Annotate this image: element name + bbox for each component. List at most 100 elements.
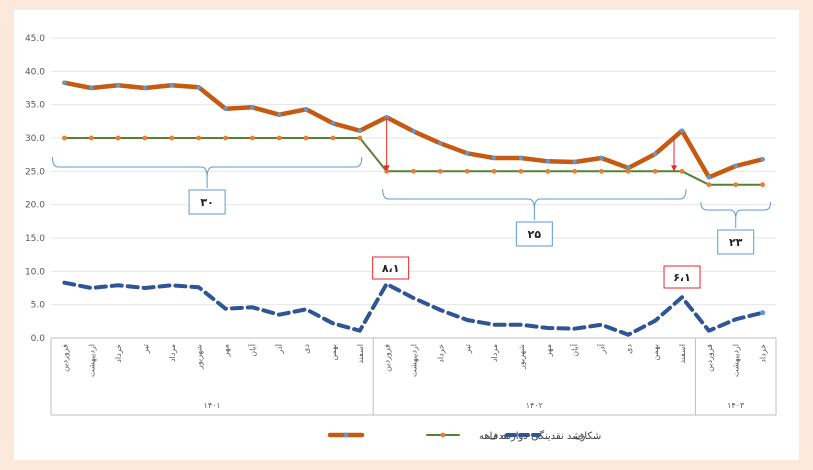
series-point-0 bbox=[411, 129, 416, 134]
x-tick-label: تیر bbox=[141, 344, 150, 354]
y-tick-label: 40.0 bbox=[25, 67, 45, 77]
series-point-0 bbox=[330, 121, 336, 126]
x-tick-label: آبان bbox=[247, 343, 257, 357]
series-point-1 bbox=[115, 135, 121, 141]
series-line-1 bbox=[63, 137, 764, 186]
series-point-0 bbox=[196, 85, 201, 90]
series-point-1 bbox=[196, 135, 202, 141]
annotations: ۳۰ ۲۵ ۲۳ ۸،۱ ۶،۱ bbox=[51, 117, 772, 289]
series-point-1 bbox=[733, 182, 739, 188]
x-tick-label: بهمن bbox=[651, 344, 660, 361]
gap-end-label-box bbox=[663, 265, 701, 289]
x-tick-label: اسفند bbox=[356, 344, 365, 364]
x-tick-label: فروردین bbox=[60, 344, 69, 372]
x-tick-label: شهریور bbox=[517, 344, 526, 370]
series-point-0 bbox=[303, 107, 309, 112]
line-chart: 0.0 5.0 10.0 15.0 20.0 25.0 30.0 35.0 40.0 45.0 ف… bbox=[25, 34, 777, 442]
series-point-1 bbox=[545, 168, 551, 174]
year-label: ۱۴۰۱ bbox=[204, 401, 221, 410]
x-tick-label: دی bbox=[624, 344, 633, 354]
series-point-0 bbox=[89, 85, 94, 91]
series-point-1 bbox=[142, 135, 148, 141]
x-tick-label: فروردین bbox=[383, 344, 392, 372]
series-point-1 bbox=[303, 135, 309, 141]
x-tick-label: مهر bbox=[544, 344, 553, 357]
x-tick-label: خرداد bbox=[759, 344, 768, 363]
legend-label-2: شکاف bbox=[574, 431, 601, 442]
legend-label-1: هدف bbox=[488, 431, 509, 442]
series-point-1 bbox=[276, 135, 282, 141]
y-tick-label: 25.0 bbox=[25, 167, 45, 177]
legend-marker-0 bbox=[343, 432, 349, 438]
year-label: ۱۴۰۲ bbox=[526, 401, 543, 410]
series-point-0 bbox=[652, 151, 658, 157]
y-tick-label: 20.0 bbox=[25, 201, 45, 211]
series-point-0 bbox=[545, 159, 550, 164]
series-point-0 bbox=[169, 83, 175, 88]
x-tick-label: آبان bbox=[570, 343, 580, 357]
brace bbox=[51, 156, 363, 178]
series-point-1 bbox=[491, 168, 497, 174]
series-point-1 bbox=[62, 135, 67, 141]
series-point-1 bbox=[706, 182, 712, 188]
series-point-1 bbox=[169, 135, 175, 141]
series-point-0 bbox=[572, 159, 577, 165]
x-tick-label: آذر bbox=[274, 343, 284, 354]
series-point-0 bbox=[250, 105, 255, 110]
target-30-label-box bbox=[188, 189, 226, 215]
x-tick-label: خرداد bbox=[114, 344, 123, 363]
y-tick-label: 45.0 bbox=[25, 34, 45, 44]
year-label: ۱۴۰۳ bbox=[727, 401, 745, 410]
series-point-1 bbox=[572, 168, 578, 174]
series-point-0 bbox=[491, 155, 497, 161]
series-point-1 bbox=[223, 135, 228, 141]
x-tick-label: اردیبهشت bbox=[87, 344, 96, 377]
x-tick-label: فروردین bbox=[705, 344, 714, 372]
gap-end-label-text: ۶،۱ bbox=[673, 271, 691, 284]
series-point-1 bbox=[411, 168, 416, 174]
series-point-1 bbox=[357, 135, 363, 141]
x-axis: فروردین اردیبهشت خرداد تیر مرداد شهریور مهر آبا… bbox=[50, 338, 777, 416]
gap-arrow-end-head bbox=[671, 165, 678, 172]
series-point-1 bbox=[652, 168, 658, 174]
series-point-0 bbox=[62, 80, 67, 85]
series-point-1 bbox=[249, 135, 255, 141]
series-point-0 bbox=[760, 157, 765, 162]
series-point-0 bbox=[142, 85, 148, 91]
series-point-0 bbox=[357, 128, 362, 133]
x-tick-label: خرداد bbox=[436, 344, 445, 363]
series-point-1 bbox=[599, 168, 604, 174]
series-point-1 bbox=[464, 168, 470, 174]
series-point-1 bbox=[88, 135, 94, 141]
x-tick-label: مرداد bbox=[168, 344, 177, 362]
x-tick-label: تیر bbox=[463, 344, 472, 354]
series-point-1 bbox=[437, 168, 443, 174]
target-30-label-text: ۳۰ bbox=[200, 196, 213, 209]
target-23-label-box bbox=[717, 229, 755, 255]
series-point-0 bbox=[223, 106, 228, 111]
y-tick-label: 15.0 bbox=[25, 234, 45, 244]
chart-frame: 0.0 5.0 10.0 15.0 20.0 25.0 30.0 35.0 40.0 45.0 ف… bbox=[14, 10, 799, 460]
series-point-1 bbox=[625, 168, 631, 174]
gap-start-label-text: ۸،۱ bbox=[382, 262, 400, 275]
series-point-1 bbox=[679, 168, 685, 174]
series-point-1 bbox=[518, 168, 524, 174]
brace bbox=[382, 188, 687, 210]
series-point-1 bbox=[760, 182, 765, 188]
y-tick-label: 35.0 bbox=[25, 101, 45, 111]
gridlines bbox=[51, 37, 776, 339]
x-tick-label: اسفند bbox=[678, 344, 687, 364]
y-axis: 0.0 5.0 10.0 15.0 20.0 25.0 30.0 35.0 40.0 45.0 bbox=[25, 34, 45, 344]
legend-marker-1 bbox=[440, 432, 446, 438]
series-point-0 bbox=[465, 151, 470, 156]
series-layer bbox=[62, 80, 766, 337]
y-tick-label: 30.0 bbox=[25, 134, 45, 144]
x-tick-label: دی bbox=[302, 344, 311, 354]
series-point-0 bbox=[626, 165, 631, 171]
gap-arrow-start-head bbox=[383, 165, 390, 172]
x-tick-label: اردیبهشت bbox=[732, 344, 741, 377]
target-25-label-text: ۲۵ bbox=[528, 228, 542, 241]
target-25-label-box bbox=[515, 221, 553, 247]
y-tick-label: 10.0 bbox=[25, 267, 45, 277]
